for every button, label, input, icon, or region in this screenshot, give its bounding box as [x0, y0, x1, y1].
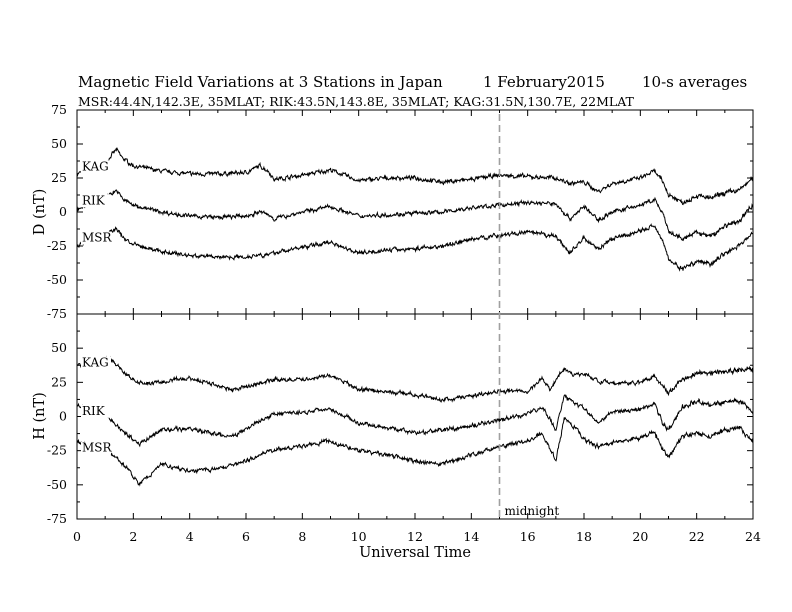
chart-subtitle: MSR:44.4N,142.3E, 35MLAT; RIK:43.5N,143.… — [78, 94, 635, 109]
d-y-ticks: 75 50 25 0 -25 -50 -75 — [47, 102, 753, 321]
station-label-rik: RIK — [82, 404, 106, 418]
y-tick-label: -25 — [47, 238, 67, 253]
station-label-bg — [81, 404, 111, 418]
station-label-kag: KAG — [82, 355, 109, 369]
x-axis-label: Universal Time — [359, 545, 471, 561]
h-y-axis-label: H (nT) — [32, 392, 48, 440]
station-label-bg — [81, 231, 111, 245]
x-tick-label: 6 — [242, 529, 250, 544]
y-tick-label: -75 — [47, 306, 67, 321]
x-tick-label: 10 — [351, 529, 367, 544]
series-line-kag — [76, 355, 754, 403]
station-label-msr: MSR — [82, 441, 113, 455]
x-tick-label: 20 — [632, 529, 648, 544]
station-label-rik: RIK — [82, 193, 106, 207]
station-label-bg — [81, 160, 111, 174]
x-tick-label: 12 — [407, 529, 423, 544]
y-tick-label: -50 — [47, 477, 67, 492]
d-component-panel: 75 50 25 0 -25 -50 -75 KAG RIK MSR D (nT) — [32, 102, 754, 321]
x-tick-labels: 0 2 4 6 8 10 12 14 16 18 20 22 24 — [73, 529, 761, 544]
x-tick-label: 4 — [186, 529, 194, 544]
y-tick-label: 25 — [51, 170, 67, 185]
station-label-kag: KAG — [82, 159, 109, 173]
midnight-label: midnight — [505, 504, 560, 518]
chart-date: 1 February2015 — [483, 73, 605, 91]
chart-averaging: 10-s averages — [642, 73, 747, 91]
station-label-bg — [81, 194, 111, 208]
y-tick-label: 50 — [51, 340, 67, 355]
h-component-panel: 50 25 0 -25 -50 -75 KAG RIK MSR H (nT) — [32, 313, 754, 526]
x-tick-label: 22 — [689, 529, 705, 544]
x-tick-label: 14 — [463, 529, 479, 544]
h-y-ticks: 50 25 0 -25 -50 -75 — [47, 313, 753, 526]
h-series: KAG RIK MSR — [76, 355, 754, 487]
series-line-rik — [76, 189, 754, 242]
station-label-bg — [81, 441, 111, 455]
y-tick-label: -75 — [47, 511, 67, 526]
x-tick-label: 18 — [576, 529, 592, 544]
y-tick-label: -50 — [47, 272, 67, 287]
h-panel-frame — [76, 313, 754, 520]
x-tick-label: 2 — [129, 529, 137, 544]
d-series: KAG RIK MSR — [76, 147, 754, 272]
station-label-bg — [81, 356, 111, 370]
station-label-msr: MSR — [82, 231, 113, 245]
series-line-kag — [76, 147, 754, 206]
series-line-rik — [76, 394, 754, 448]
chart-title: Magnetic Field Variations at 3 Stations … — [78, 73, 443, 91]
y-tick-label: 0 — [59, 409, 67, 424]
x-tick-label: 16 — [520, 529, 536, 544]
y-tick-label: -25 — [47, 443, 67, 458]
series-line-msr — [76, 416, 754, 487]
x-tick-label: 24 — [745, 529, 761, 544]
d-x-ticks — [76, 110, 754, 314]
x-tick-label: 0 — [73, 529, 81, 544]
h-x-ticks — [76, 314, 754, 519]
d-y-axis-label: D (nT) — [32, 189, 48, 236]
x-tick-label: 8 — [298, 529, 306, 544]
y-tick-label: 50 — [51, 136, 67, 151]
y-tick-label: 0 — [59, 204, 67, 219]
y-tick-label: 75 — [51, 102, 67, 117]
series-line-msr — [76, 223, 754, 272]
y-tick-label: 25 — [51, 374, 67, 389]
